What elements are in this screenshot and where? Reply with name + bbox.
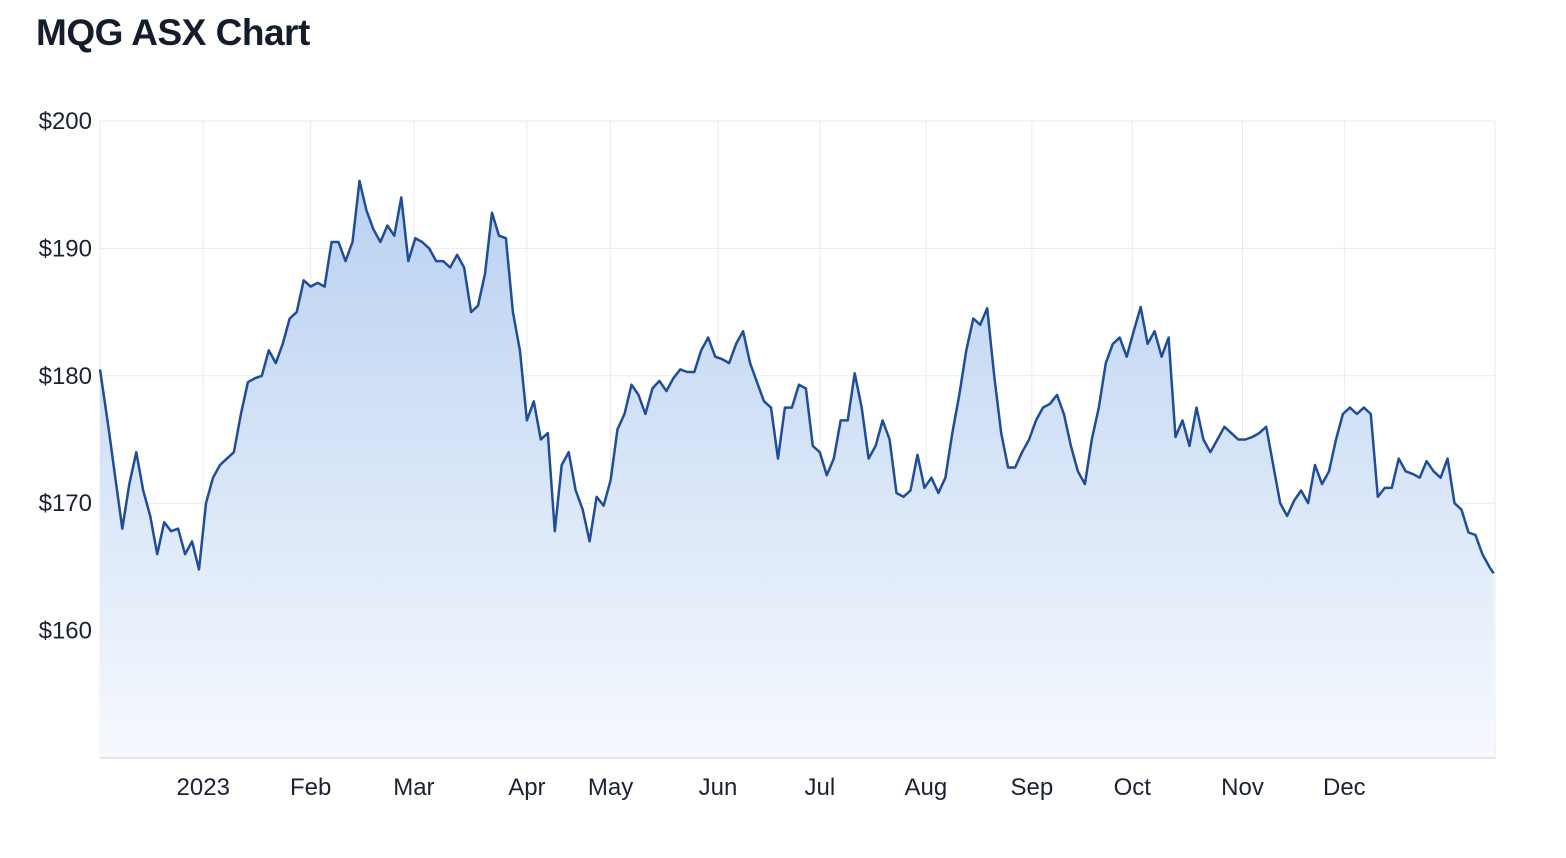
y-tick-label: $190	[39, 235, 92, 262]
series-0-line	[98, 179, 1495, 574]
x-tick-label: Nov	[1221, 774, 1264, 801]
chart-axes: $160 $170 $180 $190 $200 2023 Feb Mar Apr May Jun J…	[39, 108, 1495, 801]
x-tick-label: Jul	[804, 774, 835, 801]
y-tick-label: $170	[39, 490, 92, 517]
x-tick-label: May	[588, 774, 633, 801]
page-title: MQG ASX Chart	[36, 12, 310, 53]
x-tick-label: Oct	[1114, 774, 1152, 801]
x-tick-label: Dec	[1323, 774, 1366, 801]
x-tick-label: Sep	[1011, 774, 1054, 801]
chart-area-layer	[100, 180, 1494, 758]
series-0-area	[100, 180, 1494, 758]
x-tick-label: Aug	[904, 774, 947, 801]
x-tick-label: Feb	[290, 774, 331, 801]
x-tick-label: Jun	[699, 774, 738, 801]
y-tick-label: $160	[39, 618, 92, 645]
x-tick-label: Apr	[508, 774, 545, 801]
chart-line-layer	[98, 179, 1495, 574]
x-tick-label: Mar	[393, 774, 434, 801]
y-tick-label: $180	[39, 363, 92, 390]
y-tick-label: $200	[39, 108, 92, 135]
x-tick-label: 2023	[177, 774, 230, 801]
